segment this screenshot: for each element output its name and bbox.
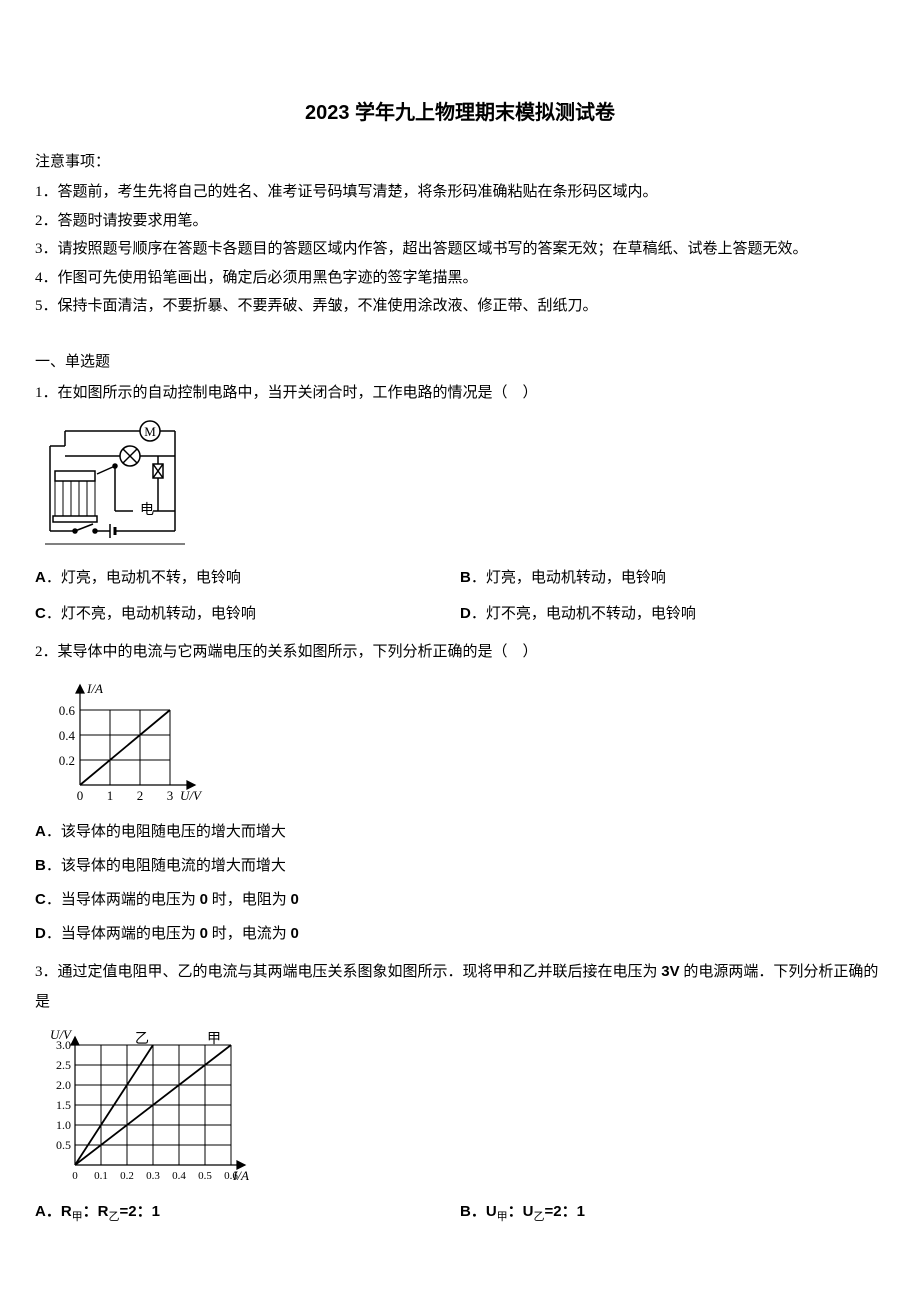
q3-yt1: 0.5 <box>56 1138 71 1152</box>
q3-optA-post: =2：1 <box>120 1203 160 1220</box>
q2-optC-display: ．当导体两端的电压为 0 时，电阻为 0 <box>46 892 299 908</box>
q2-yt3: 0.6 <box>59 703 76 718</box>
motor-label: M <box>144 424 156 439</box>
question-2: 2．某导体中的电流与它两端电压的关系如图所示，下列分析正确的是（ ） <box>35 637 885 949</box>
q3-yt3: 1.5 <box>56 1098 71 1112</box>
q2-xt1: 1 <box>107 788 114 803</box>
q3-optB-mid: ：U <box>508 1203 534 1220</box>
q1-optD-display: ．灯不亮，电动机不转动，电铃响 <box>471 606 696 622</box>
q3-option-b: B．U甲：U乙=2：1 <box>460 1197 885 1228</box>
q2-xlabel: U/V <box>180 788 203 803</box>
q3-xt5: 0.5 <box>198 1170 212 1182</box>
q1-option-c: C．灯不亮，电动机转动，电铃响 <box>35 599 460 629</box>
q3-text: 3．通过定值电阻甲、乙的电流与其两端电压关系图象如图所示．现将甲和乙并联后接在电… <box>35 957 885 1017</box>
question-1: 1．在如图所示的自动控制电路中，当开关闭合时，工作电路的情况是（ ） M <box>35 378 885 629</box>
instruction-1: 1．答题前，考生先将自己的姓名、准考证号码填写清楚，将条形码准确粘贴在条形码区域… <box>35 178 885 207</box>
q2-optA-display: ．该导体的电阻随电压的增大而增大 <box>46 824 286 840</box>
q1-text: 1．在如图所示的自动控制电路中，当开关闭合时，工作电路的情况是（ ） <box>35 378 885 408</box>
q1-optB-display: ．灯亮，电动机转动，电铃响 <box>471 570 666 586</box>
q3-xt4: 0.4 <box>172 1170 186 1182</box>
q3-label-yi: 乙 <box>135 1031 149 1047</box>
q3-origin: 0 <box>72 1170 78 1182</box>
q2-xt3: 3 <box>167 788 174 803</box>
q3-option-a: A．R甲：R乙=2：1 <box>35 1197 460 1228</box>
question-3: 3．通过定值电阻甲、乙的电流与其两端电压关系图象如图所示．现将甲和乙并联后接在电… <box>35 957 885 1228</box>
q3-xt1: 0.1 <box>94 1170 108 1182</box>
dian-label: 电 <box>140 502 154 518</box>
q1-option-d: D．灯不亮，电动机不转动，电铃响 <box>460 599 885 629</box>
section-1-header: 一、单选题 <box>35 349 885 376</box>
q2-ylabel: I/A <box>86 681 103 696</box>
q2-option-b: B．该导体的电阻随电流的增大而增大 <box>35 851 885 881</box>
q3-optA-sub2: 乙 <box>109 1211 120 1223</box>
q1-optA-display: ．灯亮，电动机不转，电铃响 <box>46 570 241 586</box>
q3-xt6: 0.6 <box>224 1170 238 1182</box>
q1-figure: M <box>35 416 885 551</box>
page-title: 2023 学年九上物理期末模拟测试卷 <box>35 95 885 131</box>
q3-figure: U/V I/A 乙 甲 0.5 1.0 1.5 2.0 2.5 3.0 0 0.… <box>35 1025 885 1185</box>
q3-optB-sub2: 乙 <box>534 1211 545 1223</box>
q1-option-b: B．灯亮，电动机转动，电铃响 <box>460 563 885 593</box>
instructions-header: 注意事项： <box>35 149 885 176</box>
q2-optB-display: ．该导体的电阻随电流的增大而增大 <box>46 858 286 874</box>
q2-yt1: 0.2 <box>59 753 75 768</box>
q2-figure: I/A U/V 0.2 0.4 0.6 0 1 2 3 <box>35 675 885 805</box>
instruction-3: 3．请按照题号顺序在答题卡各题目的答题区域内作答，超出答题区域书写的答案无效；在… <box>35 235 885 264</box>
q3-optB-post: =2：1 <box>545 1203 585 1220</box>
q3-optB-sub1: 甲 <box>497 1211 508 1223</box>
q2-yt2: 0.4 <box>59 728 76 743</box>
q2-text: 2．某导体中的电流与它两端电压的关系如图所示，下列分析正确的是（ ） <box>35 637 885 667</box>
q3-yt2: 1.0 <box>56 1118 71 1132</box>
instruction-4: 4．作图可先使用铅笔画出，确定后必须用黑色字迹的签字笔描黑。 <box>35 264 885 293</box>
q3-optA-mid: ：R <box>83 1203 109 1220</box>
q3-label-jia: 甲 <box>207 1032 221 1047</box>
q3-yt5: 2.5 <box>56 1058 71 1072</box>
q1-option-a: AA．灯亮，电动机不转，电铃响．灯亮，电动机不转，电铃响 <box>35 563 460 593</box>
q2-option-d: D．当导体两端的电压为 0 时，电流为 0 <box>35 919 885 949</box>
q3-yt6: 3.0 <box>56 1038 71 1052</box>
q3-xt2: 0.2 <box>120 1170 134 1182</box>
q2-option-c: C．当导体两端的电压为 0 时，电阻为 0 <box>35 885 885 915</box>
q2-option-a: A．该导体的电阻随电压的增大而增大 <box>35 817 885 847</box>
q3-optA-sub1: 甲 <box>72 1211 83 1223</box>
instruction-5: 5．保持卡面清洁，不要折暴、不要弄破、弄皱，不准使用涂改液、修正带、刮纸刀。 <box>35 292 885 321</box>
instruction-2: 2．答题时请按要求用笔。 <box>35 207 885 236</box>
q2-optD-display: ．当导体两端的电压为 0 时，电流为 0 <box>46 926 299 942</box>
q2-xt2: 2 <box>137 788 144 803</box>
q3-yt4: 2.0 <box>56 1078 71 1092</box>
q2-origin: 0 <box>77 788 84 803</box>
q3-optA-pre: A．R <box>35 1203 72 1220</box>
q3-xt3: 0.3 <box>146 1170 160 1182</box>
q3-optB-pre: B．U <box>460 1203 497 1220</box>
q1-optC-display: ．灯不亮，电动机转动，电铃响 <box>46 606 256 622</box>
